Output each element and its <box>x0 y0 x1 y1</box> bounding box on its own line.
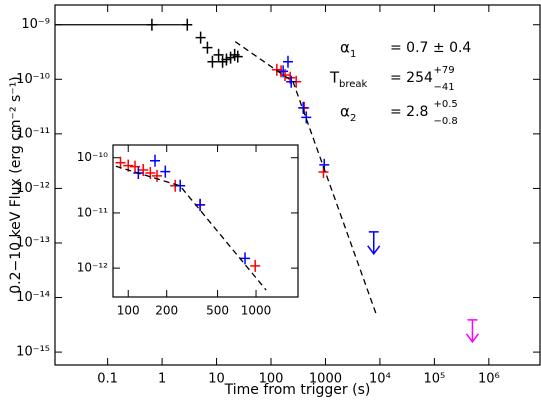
main-chart: 0.1 1 10 100 1000 10⁴ 10⁵ 10⁶ 10⁻⁹ 10⁻¹⁰ 10⁻¹¹ 10⁻¹… <box>8 4 541 398</box>
data-point <box>160 165 171 178</box>
model-line <box>234 41 378 316</box>
data-point <box>195 198 206 211</box>
y-tick-label: 10⁻¹¹ <box>16 126 50 141</box>
x-tick-label: 10⁴ <box>369 372 391 387</box>
x-tick-label: 100 <box>259 372 284 387</box>
data-point <box>130 160 141 173</box>
data-point <box>250 259 261 272</box>
data-point <box>145 166 156 179</box>
x-tick-label: 10 <box>208 372 225 387</box>
annotation-index: 1 <box>350 49 356 60</box>
data-point <box>213 48 224 61</box>
annotation-upper: +0.5 <box>434 99 458 110</box>
data-point <box>271 63 282 76</box>
y-tick-label: 10⁻¹⁰ <box>16 72 50 87</box>
data-point <box>240 252 251 265</box>
data-point <box>301 111 312 124</box>
annotation-index: 2 <box>350 113 356 124</box>
data-point <box>282 55 293 68</box>
annotation-lower: −0.8 <box>434 116 458 127</box>
upper-limit <box>367 231 381 256</box>
y-axis-label: 0.2−10 keV Flux (erg cm⁻² s⁻¹) <box>8 76 24 294</box>
data-point <box>175 179 186 192</box>
data-point <box>138 163 149 176</box>
data-point <box>232 50 243 63</box>
data-point <box>221 53 232 66</box>
x-tick-label: 10⁶ <box>478 372 500 387</box>
annotation-lower: −41 <box>434 82 455 93</box>
data-point <box>195 31 206 44</box>
inset-chart: 100 200 500 1000 10⁻¹⁰ 10⁻¹¹ 10⁻¹² <box>77 144 299 318</box>
annotation-text: = 2.8 <box>390 104 428 120</box>
y-tick-label: 10⁻¹⁰ <box>77 150 108 164</box>
y-tick-label: 10⁻¹⁵ <box>16 345 50 360</box>
data-point <box>286 75 297 88</box>
plot-area <box>113 145 298 297</box>
x-tick-label: 1000 <box>309 372 342 387</box>
annotation-text: = 254 <box>390 70 433 86</box>
data-point <box>202 41 213 54</box>
series-layer <box>115 154 267 291</box>
x-tick-label: 200 <box>155 304 178 318</box>
annotation-text: = 0.7 ± 0.4 <box>390 40 471 56</box>
data-point <box>278 65 289 78</box>
x-axis-label: Time from trigger (s) <box>224 382 371 398</box>
annotation-symbol: α <box>340 103 350 121</box>
y-tick-label: 10⁻¹² <box>16 181 50 196</box>
y-tick-label: 10⁻¹¹ <box>77 205 108 219</box>
plot-frame <box>112 144 299 298</box>
plot-frame <box>54 4 541 366</box>
data-point <box>115 156 126 169</box>
data-point <box>152 169 163 182</box>
x-tick-label: 0.1 <box>97 372 118 387</box>
upper-limit <box>465 319 480 344</box>
y-tick-label: 10⁻¹⁴ <box>16 290 50 305</box>
x-tick-label: 1000 <box>241 304 272 318</box>
annotation-symbol: α <box>340 39 350 57</box>
data-point <box>207 55 218 68</box>
x-tick-label: 500 <box>206 304 229 318</box>
x-tick-label: 100 <box>117 304 140 318</box>
data-point <box>150 154 161 167</box>
annotation-upper: +79 <box>434 65 455 76</box>
y-tick-label: 10⁻¹² <box>77 261 108 275</box>
annotation-symbol: T <box>329 69 340 87</box>
model-line <box>115 165 267 291</box>
x-tick-label: 1 <box>158 372 166 387</box>
data-point <box>182 18 193 31</box>
series-layer <box>55 18 480 344</box>
annotation-index: break <box>339 79 368 90</box>
y-tick-label: 10⁻⁹ <box>21 17 50 32</box>
x-tick-label: 10⁵ <box>423 372 445 387</box>
data-point <box>146 18 157 31</box>
y-tick-label: 10⁻¹³ <box>16 235 50 250</box>
